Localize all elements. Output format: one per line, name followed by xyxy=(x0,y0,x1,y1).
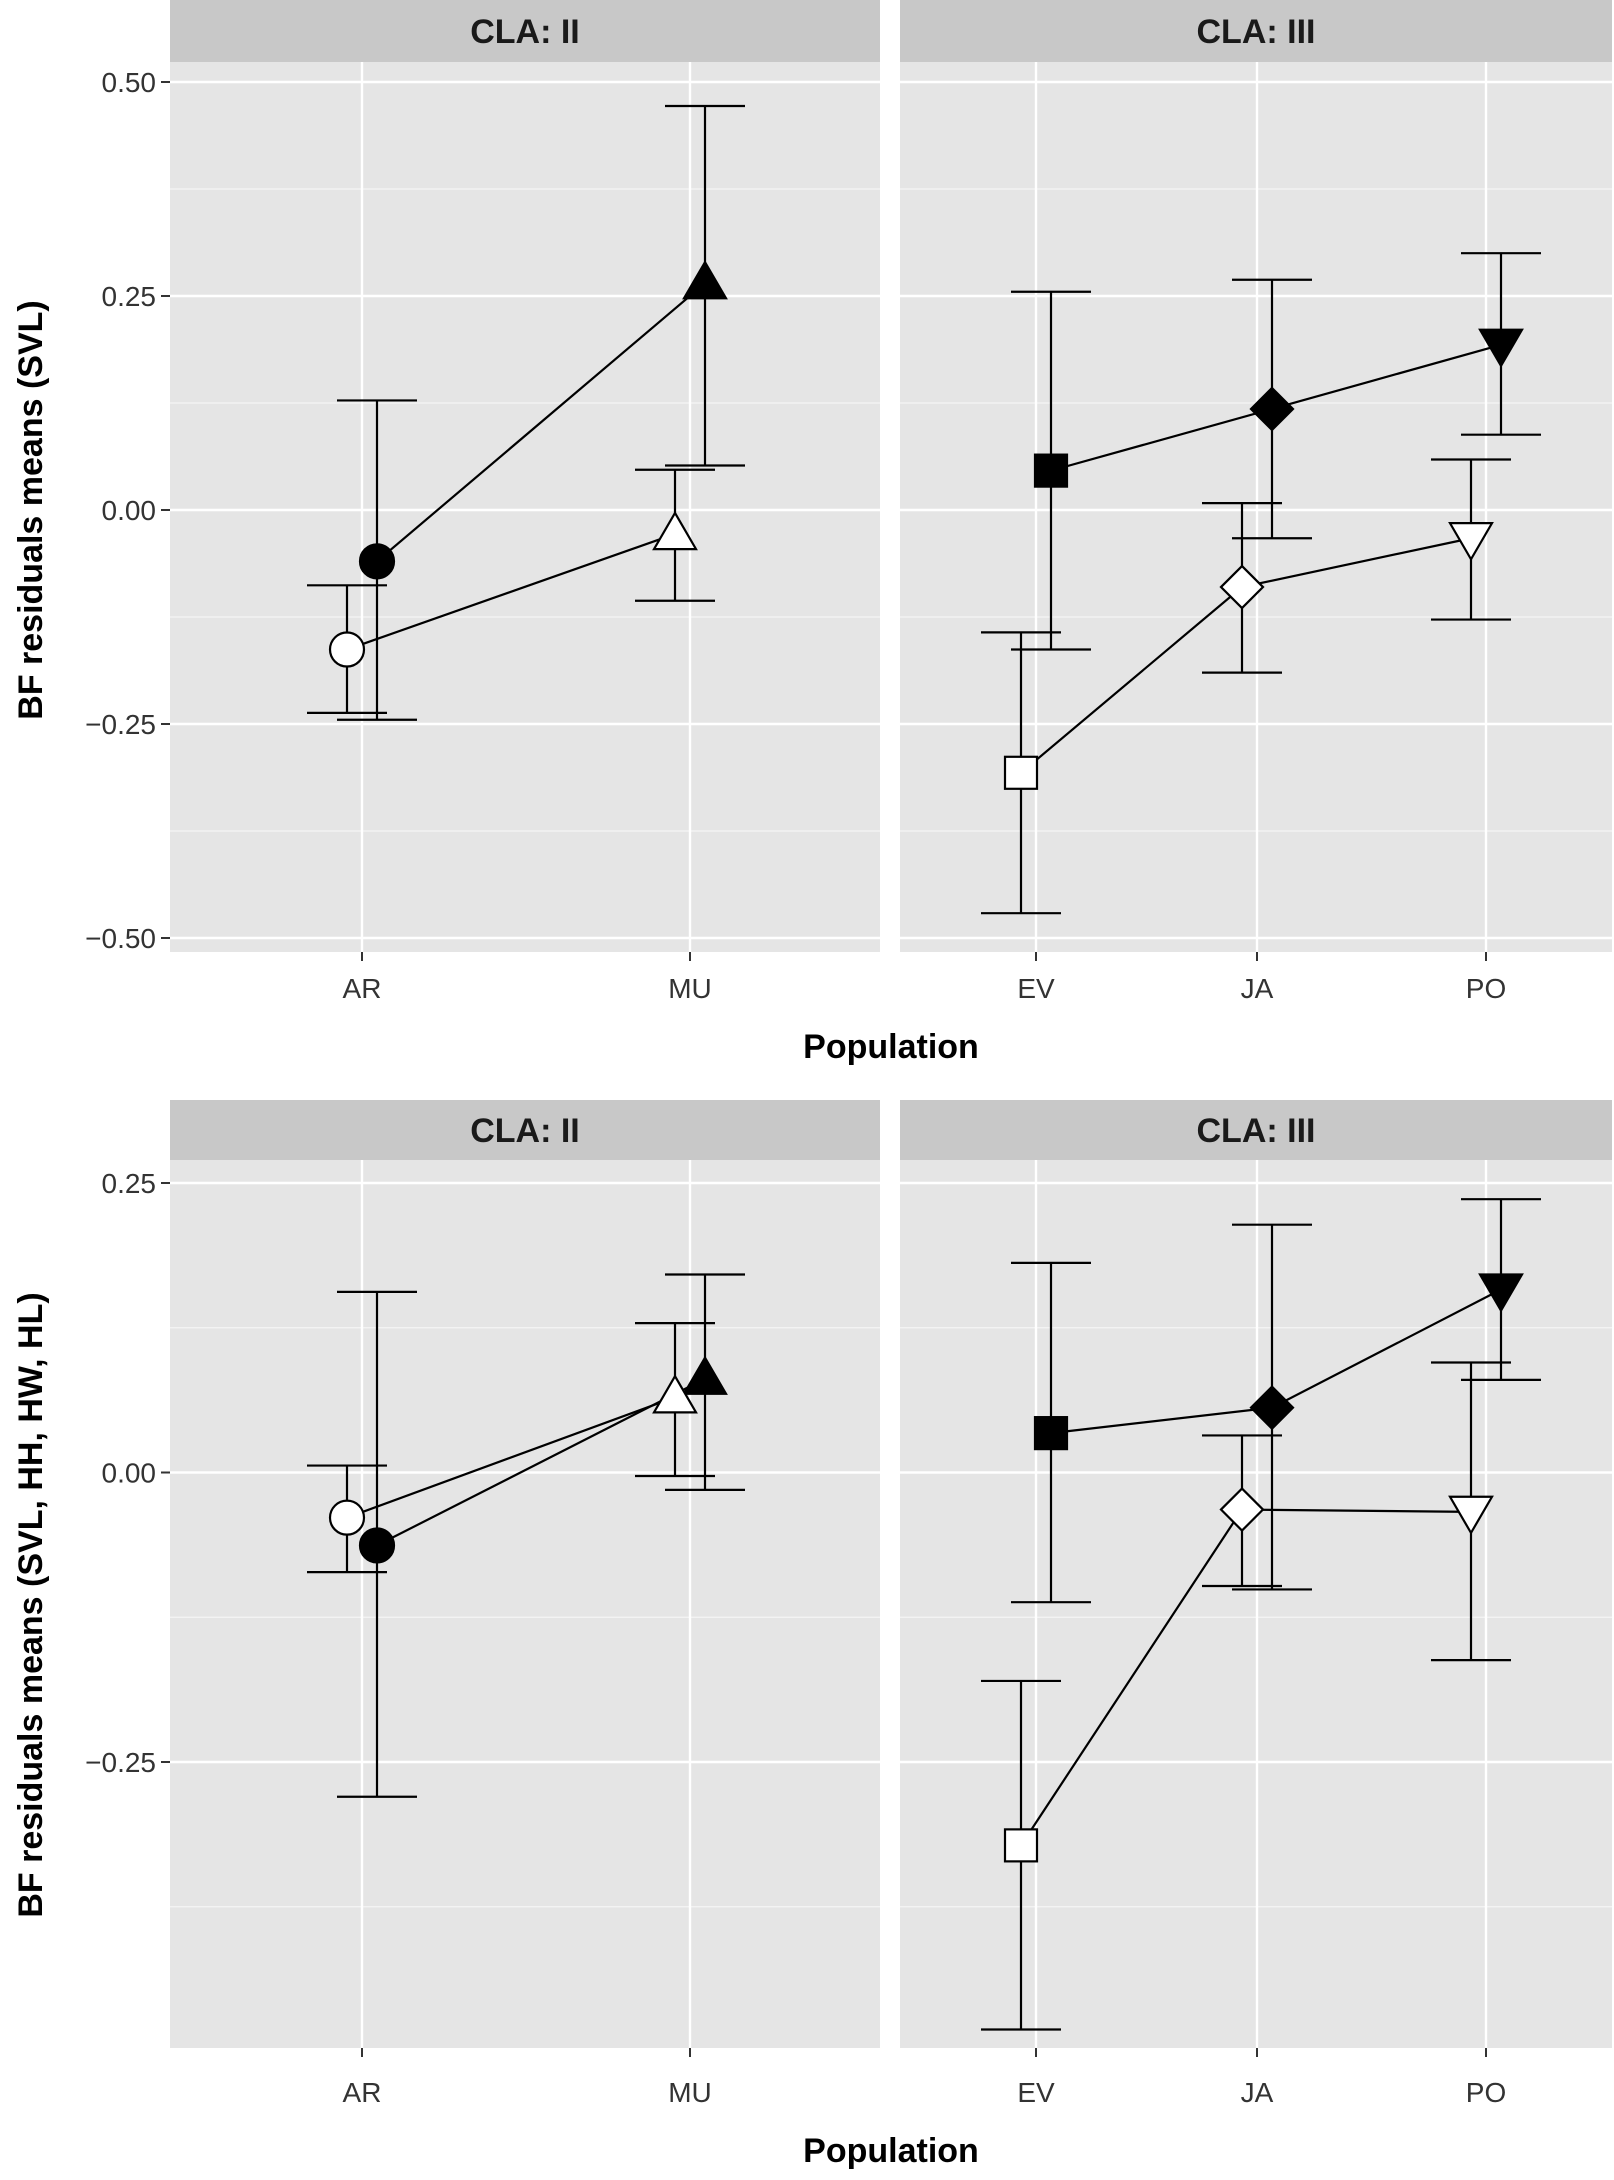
facet-strip xyxy=(900,1100,1612,1160)
x-tick-label: EV xyxy=(1017,973,1055,1004)
series-black xyxy=(1011,1198,1541,1604)
series-black xyxy=(337,104,745,721)
series-line xyxy=(376,282,706,563)
facet-strip-label: CLA: III xyxy=(1197,1112,1316,1150)
data-point-triangle-down xyxy=(1478,1273,1524,1313)
data-point-triangle-down xyxy=(1448,522,1494,562)
facet-panel: CLA: II AR MU xyxy=(170,0,880,1004)
data-point-square xyxy=(1003,755,1039,790)
series-black xyxy=(1011,252,1541,651)
data-point-triangle-down xyxy=(1448,1495,1494,1536)
data-point-triangle-down xyxy=(1478,328,1524,368)
y-tick-label: 0.00 xyxy=(102,1458,157,1489)
x-tick-label: JA xyxy=(1241,2077,1274,2108)
x-axis-title: Population xyxy=(803,2132,979,2170)
series-line xyxy=(346,532,676,651)
chart-1: CLA: II AR MU CLA: III EV JA PO 0.50 0.25 0.00 −0.… xyxy=(12,0,1612,1066)
data-point-diamond xyxy=(1249,1385,1295,1431)
data-point-circle xyxy=(328,631,366,668)
x-tick-label: AR xyxy=(343,973,382,1004)
series-white xyxy=(307,468,715,714)
data-point-diamond xyxy=(1219,1487,1265,1533)
series-white xyxy=(981,1361,1511,2031)
data-point-triangle-up xyxy=(652,510,698,551)
facet-panel: CLA: II AR MU xyxy=(170,1100,880,2108)
series-line xyxy=(346,1396,676,1519)
data-point-square xyxy=(1033,1416,1069,1451)
data-point-circle xyxy=(328,1499,366,1536)
facet-strip xyxy=(170,0,880,62)
facet-panel: CLA: III EV JA PO xyxy=(900,1100,1612,2108)
y-tick-label: −0.25 xyxy=(85,709,156,740)
data-point-square xyxy=(1033,453,1069,488)
y-axis-title: BF residuals means (SVL) xyxy=(12,300,50,719)
y-tick-label: 0.50 xyxy=(102,67,157,98)
data-point-triangle-up xyxy=(682,259,728,300)
y-tick-label: 0.00 xyxy=(102,495,157,526)
data-point-triangle-up xyxy=(652,1374,698,1414)
y-tick-label: 0.25 xyxy=(102,1168,157,1199)
data-point-triangle-up xyxy=(682,1355,728,1395)
data-point-diamond xyxy=(1249,386,1295,432)
x-tick-label: MU xyxy=(668,2077,712,2108)
facet-strip-label: CLA: II xyxy=(470,13,580,51)
x-axis-title: Population xyxy=(803,1028,979,1066)
x-tick-label: JA xyxy=(1241,973,1274,1004)
data-point-circle xyxy=(358,1527,396,1564)
facet-panel: CLA: III EV JA PO xyxy=(900,0,1612,1004)
y-tick-label: −0.50 xyxy=(85,923,156,954)
series-white xyxy=(981,458,1511,915)
x-tick-label: MU xyxy=(668,973,712,1004)
y-axis-title: BF residuals means (SVL, HH, HW, HL) xyxy=(12,1292,50,1917)
facet-strip-label: CLA: II xyxy=(470,1112,580,1150)
panel-background xyxy=(170,1160,880,2048)
facet-strip xyxy=(170,1100,880,1160)
data-point-diamond xyxy=(1219,564,1265,610)
facet-strip-label: CLA: III xyxy=(1197,13,1316,51)
chart-2: CLA: II AR MU CLA: III EV JA PO 0.25 0.00 −0.25 Po… xyxy=(12,1100,1612,2170)
series-black xyxy=(337,1273,745,1798)
y-tick-label: 0.25 xyxy=(102,281,157,312)
panel-background xyxy=(170,62,880,952)
facet-strip xyxy=(900,0,1612,62)
series-white xyxy=(307,1322,715,1574)
x-tick-label: PO xyxy=(1466,2077,1506,2108)
data-point-square xyxy=(1003,1828,1039,1863)
data-point-circle xyxy=(358,543,396,580)
x-tick-label: EV xyxy=(1017,2077,1055,2108)
x-tick-label: PO xyxy=(1466,973,1506,1004)
x-tick-label: AR xyxy=(343,2077,382,2108)
y-tick-label: −0.25 xyxy=(85,1747,156,1778)
